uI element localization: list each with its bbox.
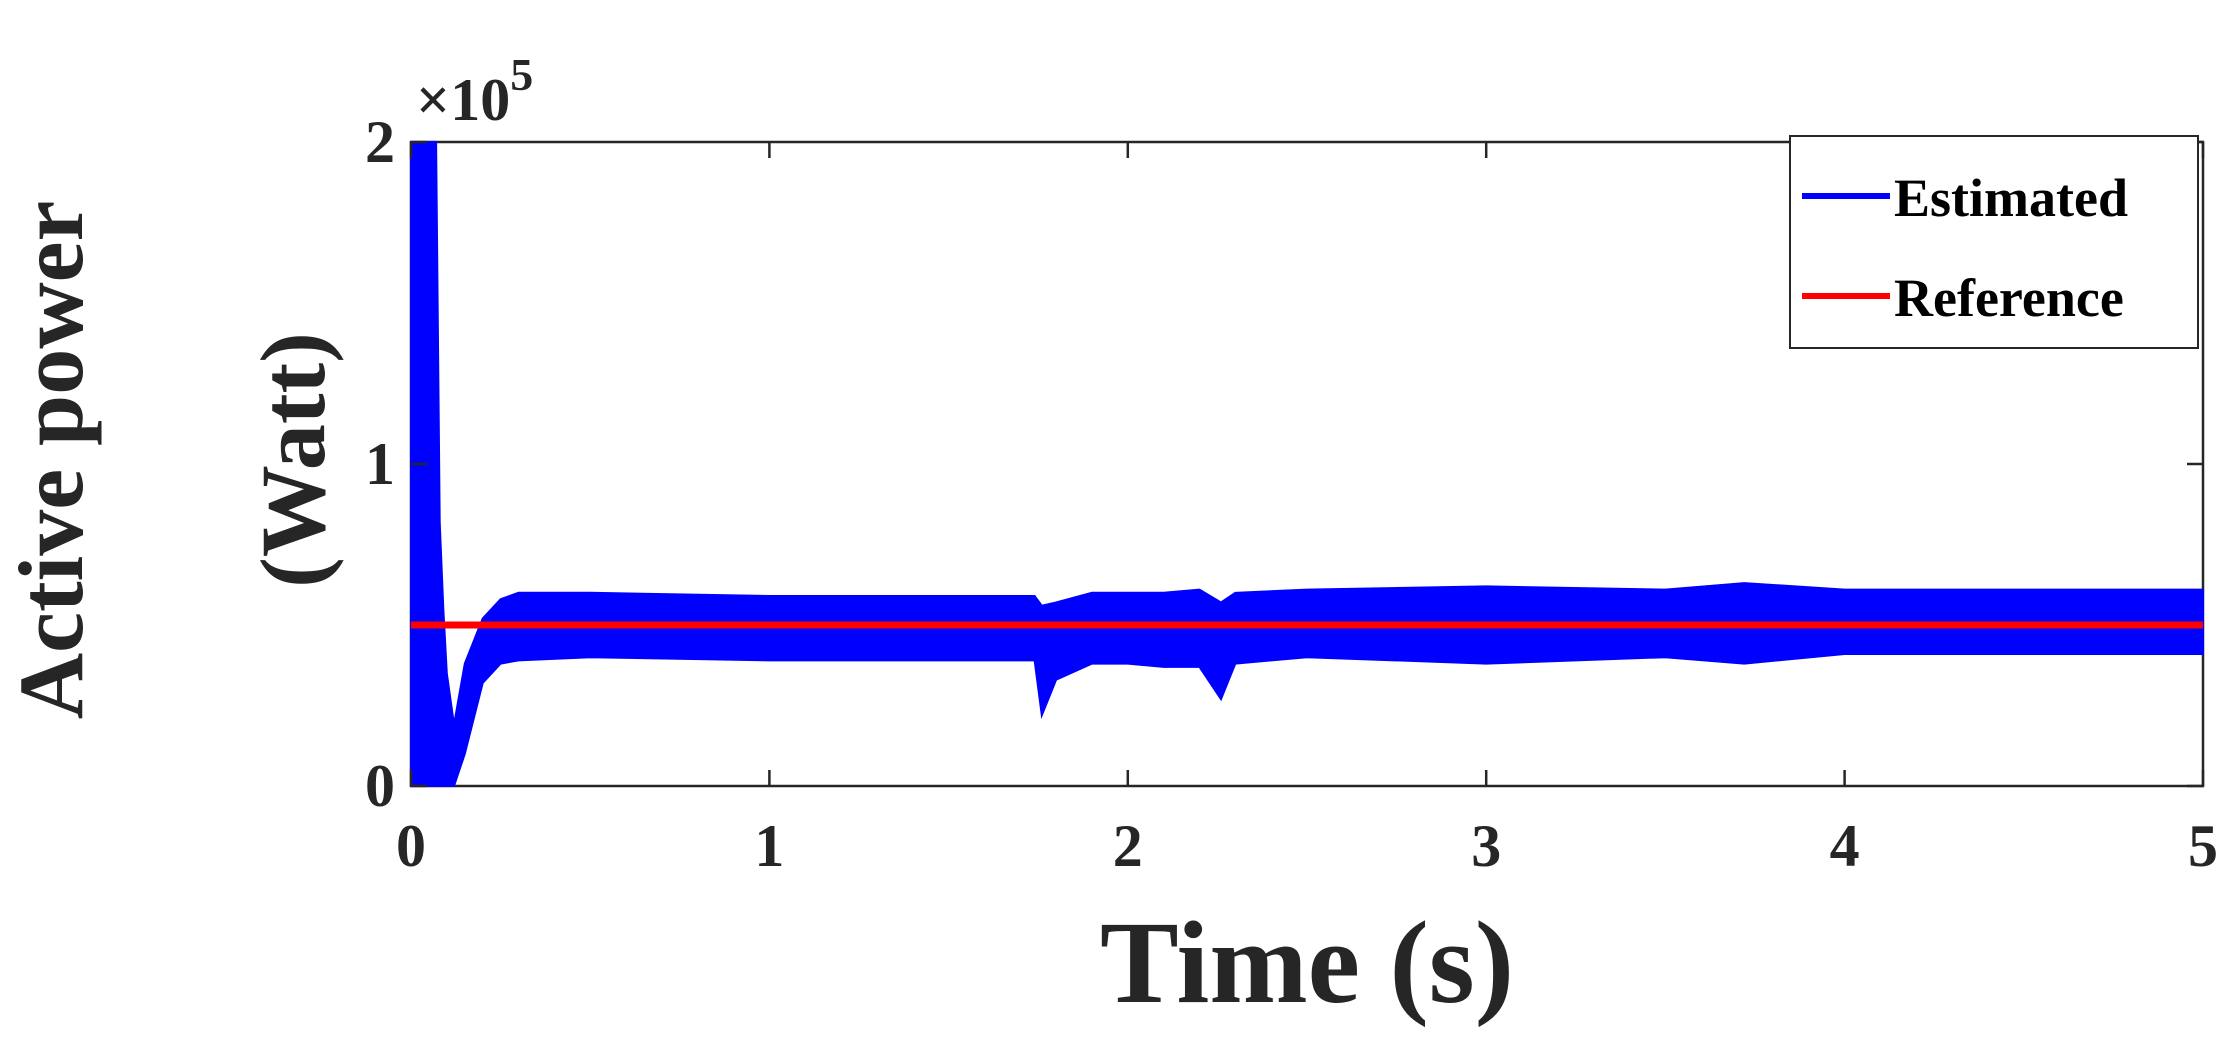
legend: Estimated Reference (1789, 135, 2199, 349)
x-tick-label-1: 1 (754, 813, 784, 879)
x-tick-label-3: 3 (1471, 813, 1501, 879)
y-exponent-base: ×10 (416, 67, 510, 133)
legend-label-estimated: Estimated (1894, 168, 2128, 228)
x-tick-label-4: 4 (1830, 813, 1860, 879)
y-tick-label-1: 1 (365, 431, 395, 497)
y-axis-title-line-2: (Watt) (242, 332, 344, 587)
tick-label-layer: 0 1 2 3 4 5 0 1 2 (365, 109, 2218, 879)
legend-label-reference: Reference (1894, 268, 2124, 328)
y-axis-title-line-1: Active power (0, 201, 102, 720)
y-tick-label-0: 0 (365, 753, 395, 819)
legend-box (1789, 135, 2199, 349)
x-tick-label-0: 0 (396, 813, 426, 879)
y-exponent-power: 5 (510, 49, 533, 100)
y-tick-label-2: 2 (365, 109, 395, 175)
y-exponent-label: ×105 (416, 49, 533, 133)
x-axis-title: Time (s) (1100, 897, 1514, 1028)
series-layer (410, 141, 2204, 787)
x-tick-label-2: 2 (1113, 813, 1143, 879)
x-tick-label-5: 5 (2188, 813, 2218, 879)
